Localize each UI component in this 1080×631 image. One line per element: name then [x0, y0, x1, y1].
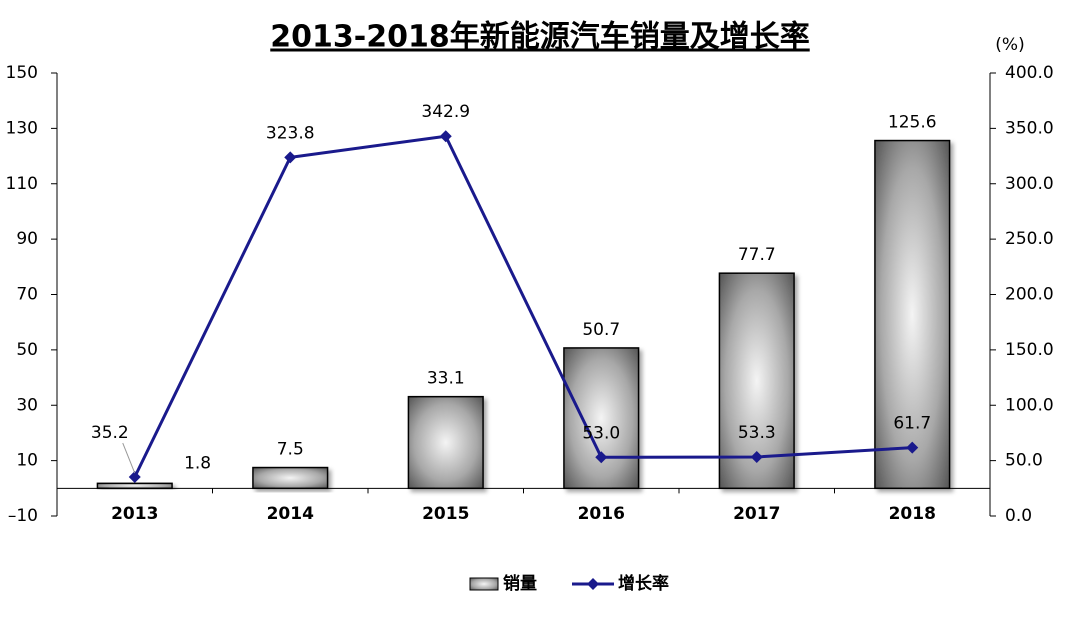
y-tick-label: 30: [16, 395, 38, 415]
x-tick-label: 2017: [733, 504, 780, 524]
line-marker: [750, 450, 763, 463]
bar-value-label: 1.8: [184, 453, 211, 473]
bar: [252, 466, 329, 490]
legend-swatch: [469, 577, 499, 591]
y-tick-label: 50: [16, 340, 38, 360]
x-tick-label: 2013: [111, 504, 158, 524]
y2-tick-label: 250.0: [1005, 229, 1054, 249]
bar: [563, 347, 640, 490]
y2-tick-label: 100.0: [1005, 395, 1054, 415]
line-marker: [439, 130, 452, 143]
line-value-label: 35.2: [91, 423, 129, 443]
y-tick-label: 70: [16, 285, 38, 305]
bar: [874, 139, 951, 490]
x-tick-label: 2014: [267, 504, 314, 524]
line-marker: [128, 471, 141, 484]
y-tick-label: 130: [6, 118, 38, 138]
line-value-label: 53.0: [582, 423, 620, 443]
line-value-label: 53.3: [738, 423, 776, 443]
y2-tick-label: 300.0: [1005, 174, 1054, 194]
line-value-label: 342.9: [421, 102, 470, 122]
y-tick-label: 10: [16, 451, 38, 471]
bar-value-label: 50.7: [582, 320, 620, 340]
bar-value-label: 7.5: [277, 440, 304, 460]
bar-value-label: 125.6: [888, 113, 937, 133]
x-tick-label: 2018: [889, 504, 936, 524]
bar-value-label: 33.1: [427, 369, 465, 389]
x-tick-label: 2015: [422, 504, 469, 524]
legend-label: 增长率: [618, 573, 669, 594]
x-tick-label: 2016: [578, 504, 625, 524]
legend-label: 销量: [503, 573, 537, 594]
line-value-label: 323.8: [266, 123, 315, 143]
bar: [407, 395, 484, 490]
chart-title: 2013-2018年新能源汽车销量及增长率: [270, 20, 809, 55]
y-tick-label: 90: [16, 229, 38, 249]
legend-marker: [587, 578, 599, 590]
y2-tick-label: 150.0: [1005, 340, 1054, 360]
y2-tick-label: 350.0: [1005, 118, 1054, 138]
bar: [718, 272, 795, 490]
line: [133, 134, 913, 478]
leader-line: [122, 442, 136, 474]
y2-axis-label: (%): [995, 35, 1024, 55]
line-marker: [284, 151, 297, 164]
y2-tick-label: 200.0: [1005, 285, 1054, 305]
bar: [96, 482, 173, 490]
y-tick-label: –10: [8, 506, 38, 526]
y2-tick-label: 400.0: [1005, 63, 1054, 83]
line-marker: [906, 441, 919, 454]
y2-tick-label: 0.0: [1005, 506, 1032, 526]
y-tick-label: 110: [6, 174, 38, 194]
bar-value-label: 77.7: [738, 245, 776, 265]
y-tick-label: 150: [6, 63, 38, 83]
y2-tick-label: 50.0: [1005, 451, 1043, 471]
line-marker: [595, 451, 608, 464]
line-value-label: 61.7: [893, 414, 931, 434]
